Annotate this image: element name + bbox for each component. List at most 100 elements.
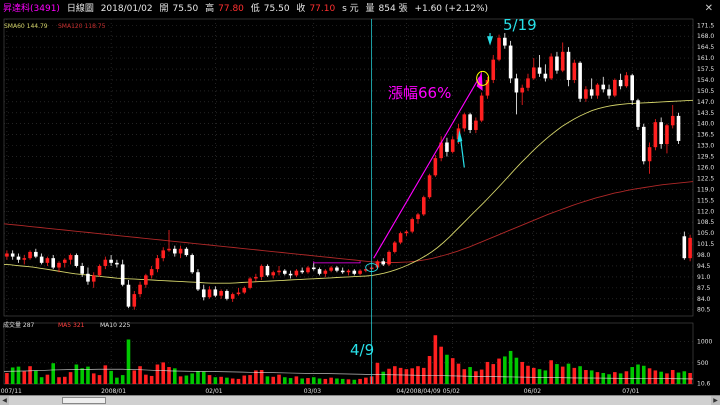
candle-body [497,37,501,60]
sma120-legend: SMA120 118.75 [58,23,106,30]
candle-body [462,114,467,129]
candle-body [271,272,276,276]
volume-bar [682,371,687,384]
price-tick-label: 112.0 [697,208,714,215]
candle-body [398,233,403,243]
volume-bar [80,368,84,384]
volume-bar [560,366,565,384]
volume-bar [358,378,362,384]
candle-body [456,128,461,140]
price-tick-label: 157.5 [697,66,714,73]
scroll-right-icon[interactable]: ▶ [711,396,720,405]
volume-bar [317,378,322,384]
candle-body [595,84,600,96]
open-label: 開 [159,4,169,14]
volume-bar [526,365,530,384]
volume-bar [450,358,455,384]
date-tick-label: 06/02 [524,388,541,395]
price-tick-label: 119.0 [697,186,714,193]
volume-ma-line [3,368,694,380]
date-tick-label: 02/01 [205,388,222,395]
candle-body [155,258,160,270]
volume-bar [607,374,611,384]
volume-bar [109,370,113,384]
candle-body [636,100,640,127]
candle-body [149,269,154,276]
candle-body [508,45,513,79]
candle-body [584,89,588,99]
candle-body [115,262,119,265]
volume-bar [474,371,478,384]
volume-bar [45,374,50,384]
volume-bar [28,366,32,384]
volume-bar [68,372,73,384]
volume-bar [624,371,629,384]
scroll-thumb[interactable] [62,397,106,404]
price-tick-label: 164.5 [697,44,714,51]
candle-body [213,289,218,296]
candle-body [630,75,635,101]
volume-bar [225,377,229,384]
close-icon[interactable]: ✕ [704,3,713,14]
candle-body [74,255,79,266]
quote-header: 昇達科(3491) 日線圖 2018/01/02 開 75.50 高 77.80 低… [0,0,720,18]
scroll-left-icon[interactable]: ◀ [0,396,9,405]
candle-body [352,270,357,274]
candle-body [39,256,44,263]
volume-bar [572,367,577,384]
volume-bar [10,367,15,384]
candle-body [601,84,606,90]
volume-bar [659,371,663,384]
chart-mode[interactable]: 日線圖 [66,4,94,14]
price-tick-label: 115.5 [697,197,714,204]
candle-body [45,258,50,263]
candle-body [265,265,270,276]
candle-body [109,259,113,263]
candle-body [682,236,687,259]
volume-bar [549,360,553,384]
candle-body [317,269,322,274]
rise-arrowhead [476,70,483,91]
candle-body [589,89,594,96]
volume-bar [335,378,339,384]
sma120-line [3,181,694,263]
candle-body [503,37,507,46]
volume-bar [398,367,403,384]
volume-tick-label: 1000 [697,339,712,346]
volume-bar [207,375,212,384]
volume-bar [497,358,501,384]
candle-body [421,197,426,215]
date-tick-label: 07/01 [622,388,639,395]
volume-bar [138,366,142,384]
stock-name[interactable]: 昇達科(3491) [3,4,60,14]
candle-body [613,79,617,96]
volume-bar [254,370,258,384]
price-tick-label: 91.0 [697,274,711,281]
volume-bar [271,376,276,384]
volume-bar [173,368,177,384]
volume-bar [329,377,333,384]
candle-body [387,251,391,265]
candle-body [479,95,484,121]
candle-body [62,259,67,263]
volume-bar [115,377,119,384]
candle-body [306,267,310,273]
price-tick-label: 94.5 [697,263,711,270]
volume-ma10-legend: MA10 225 [100,322,130,329]
candle-body [531,67,536,79]
date-tick-label: 05/02 [443,388,460,395]
candle-body [404,231,409,234]
volume-bar [283,377,287,384]
candle-body [555,56,559,71]
candle-body [641,126,646,162]
volume-bar [404,369,409,384]
volume-bar [491,364,496,384]
candle-body [329,267,333,271]
volume-bar [22,371,27,384]
volume-tick-label: 500 [697,360,709,367]
candle-body [68,255,73,260]
candle-body [161,250,166,259]
candle-body [167,248,171,251]
candle-body [236,292,241,295]
